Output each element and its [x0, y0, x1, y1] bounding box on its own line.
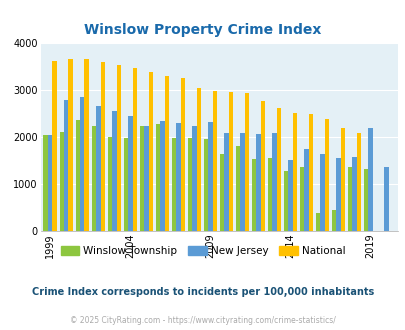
Bar: [363, 169, 367, 231]
Text: © 2025 CityRating.com - https://www.cityrating.com/crime-statistics/: © 2025 CityRating.com - https://www.city…: [70, 315, 335, 325]
Bar: [123, 138, 128, 231]
Bar: [75, 120, 80, 231]
Bar: [139, 126, 144, 231]
Bar: [64, 100, 68, 231]
Bar: [288, 159, 292, 231]
Bar: [235, 146, 240, 231]
Bar: [180, 78, 185, 231]
Bar: [132, 68, 137, 231]
Bar: [171, 138, 176, 231]
Bar: [340, 128, 345, 231]
Bar: [107, 137, 112, 231]
Bar: [192, 126, 196, 231]
Bar: [52, 61, 57, 231]
Bar: [251, 159, 256, 231]
Bar: [244, 93, 249, 231]
Bar: [100, 62, 105, 231]
Bar: [144, 126, 148, 231]
Text: Winslow Property Crime Index: Winslow Property Crime Index: [84, 23, 321, 37]
Bar: [176, 123, 180, 231]
Bar: [91, 126, 96, 231]
Bar: [331, 210, 335, 231]
Bar: [68, 59, 73, 231]
Bar: [203, 139, 208, 231]
Bar: [384, 167, 388, 231]
Bar: [164, 76, 168, 231]
Bar: [315, 213, 320, 231]
Bar: [196, 87, 200, 231]
Bar: [347, 167, 352, 231]
Bar: [240, 133, 244, 231]
Text: Crime Index corresponds to incidents per 100,000 inhabitants: Crime Index corresponds to incidents per…: [32, 287, 373, 297]
Legend: Winslow Township, New Jersey, National: Winslow Township, New Jersey, National: [56, 242, 349, 260]
Bar: [112, 111, 116, 231]
Bar: [276, 108, 281, 231]
Bar: [324, 118, 328, 231]
Bar: [128, 116, 132, 231]
Bar: [283, 171, 288, 231]
Bar: [352, 157, 356, 231]
Bar: [308, 114, 313, 231]
Bar: [367, 128, 372, 231]
Bar: [80, 97, 84, 231]
Bar: [116, 65, 121, 231]
Bar: [320, 154, 324, 231]
Bar: [148, 72, 153, 231]
Bar: [48, 135, 52, 231]
Bar: [256, 134, 260, 231]
Bar: [224, 133, 228, 231]
Bar: [356, 133, 360, 231]
Bar: [43, 135, 48, 231]
Bar: [299, 167, 304, 231]
Bar: [160, 121, 164, 231]
Bar: [267, 158, 272, 231]
Bar: [228, 92, 232, 231]
Bar: [60, 132, 64, 231]
Bar: [272, 133, 276, 231]
Bar: [335, 158, 340, 231]
Bar: [212, 91, 217, 231]
Bar: [155, 124, 160, 231]
Bar: [260, 101, 264, 231]
Bar: [219, 154, 224, 231]
Bar: [187, 138, 192, 231]
Bar: [96, 106, 100, 231]
Bar: [304, 149, 308, 231]
Bar: [292, 113, 296, 231]
Bar: [208, 122, 212, 231]
Bar: [84, 59, 89, 231]
